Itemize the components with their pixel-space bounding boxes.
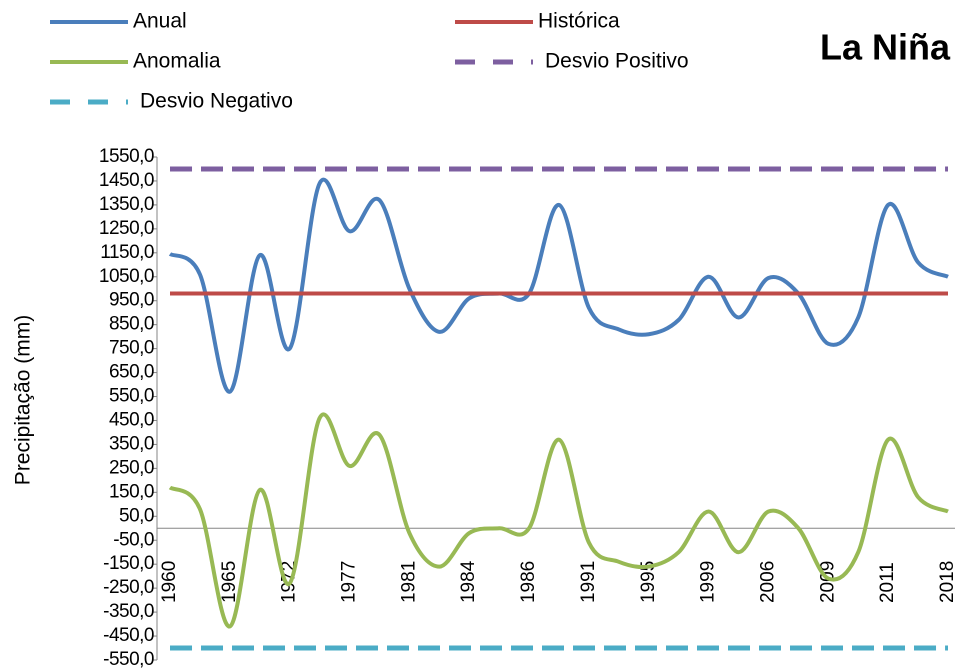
legend-label: Desvio Negativo [140,90,293,113]
x-tick-label: 1991 [578,561,599,603]
y-tick-label: 450,0 [109,409,154,430]
x-tick-label: 1977 [339,561,360,603]
y-tick-label: 1050,0 [99,266,154,287]
y-tick-label: 650,0 [109,362,154,383]
y-tick-label: -450,0 [103,625,154,646]
y-tick-label: 1350,0 [99,194,154,215]
y-tick-label: 1150,0 [100,242,154,263]
x-tick-label: 1965 [219,561,240,603]
x-tick-label: 1984 [458,560,479,603]
legend-label: Histórica [538,10,620,33]
y-tick-label: 550,0 [109,386,154,407]
x-tick-label: 2011 [877,562,898,603]
x-tick-label: 1986 [518,561,539,603]
y-tick-label: -250,0 [103,577,154,598]
y-tick-label: -350,0 [103,601,154,622]
y-tick-label: 350,0 [109,433,154,454]
legend-label: Desvio Positivo [545,50,689,73]
y-tick-label: 750,0 [109,338,154,359]
y-tick-label: -150,0 [103,553,154,574]
y-tick-label: 50,0 [119,505,154,526]
y-tick-label: 1250,0 [99,218,154,239]
x-tick-label: 1981 [398,561,419,603]
series-line [168,412,949,629]
legend-label: Anomalia [133,50,221,73]
y-tick-label: 1450,0 [99,170,154,191]
y-tick-label: 250,0 [109,457,154,478]
legend-label: Anual [133,10,187,33]
x-tick-label: 1960 [159,561,180,603]
y-tick-label: -550,0 [103,649,154,670]
chart-title: La Niña [820,27,951,68]
y-tick-label: -50,0 [113,529,154,550]
x-tick-label: 2018 [937,561,958,603]
series-line [168,177,949,394]
y-axis-label: Precipitação (mm) [12,315,35,485]
y-tick-label: 150,0 [109,481,154,502]
x-tick-label: 1995 [638,561,659,603]
y-tick-label: 1550,0 [99,146,154,167]
x-tick-label: 2006 [757,561,778,603]
y-tick-label: 850,0 [109,314,154,335]
x-tick-label: 1999 [698,561,719,603]
y-tick-label: 950,0 [109,290,154,311]
